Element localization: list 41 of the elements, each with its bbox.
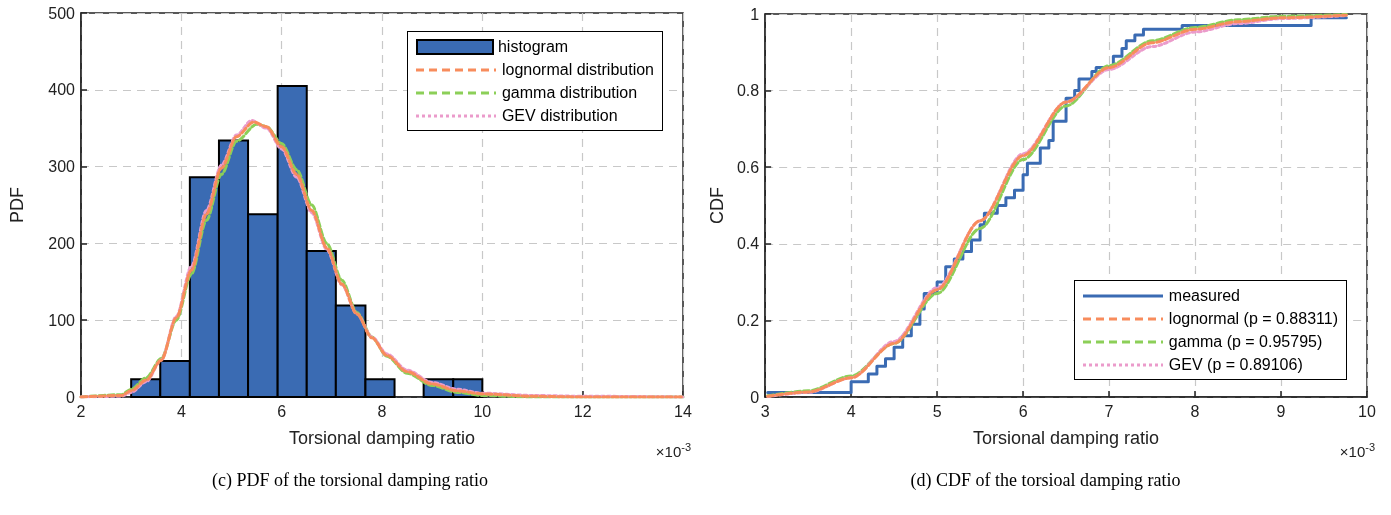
x-tick-label: 10 [1358,402,1376,420]
text: (d) CDF of the torsioal damping ratio [910,470,1181,491]
y-tick-label: 400 [48,81,76,99]
y-tick-label: 0.6 [736,158,760,176]
y-tick-label: 200 [48,234,76,252]
y-tick-label: 0.4 [736,235,760,253]
y-axis-title: CDF [707,187,727,224]
x-axis-title: Torsional damping ratio [973,428,1160,448]
y-tick-label: 100 [48,311,76,329]
x-tick-label: 10 [473,402,492,420]
x-tick-label: 6 [277,402,287,420]
y-tick-label: 0 [66,388,76,406]
x-tick-label: 12 [573,402,592,420]
y-tick-label: 300 [48,158,76,176]
x-tick-label: 9 [1276,402,1286,420]
x-axis-title: Torsional damping ratio [288,428,476,448]
legend-label: measured [1168,286,1241,305]
y-tick-label: 500 [48,4,76,22]
x-tick-label: 8 [377,402,387,420]
x-tick-label: 7 [1104,402,1114,420]
legend-label: gamma distribution [501,83,638,102]
legend-label: lognormal distribution [501,60,654,79]
y-tick-label: 0 [750,388,760,406]
y-tick-label: 0.8 [736,82,760,100]
x-tick-label: 14 [674,402,692,420]
y-tick-label: 1 [750,5,760,23]
x-tick-label: 4 [846,402,856,420]
x-tick-label: 5 [932,402,942,420]
legend-label: histogram [497,37,569,56]
legend-label: GEV distribution [501,106,618,125]
legend-label: lognormal (p = 0.88311) [1168,309,1338,328]
x-tick-label: 3 [760,402,770,420]
y-axis-title: PDF [7,187,27,223]
x-tick-label: 4 [176,402,186,420]
y-tick-label: 0.2 [736,311,760,329]
legend-label: gamma (p = 0.95795) [1168,332,1323,351]
legend-label: GEV (p = 0.89106) [1168,355,1303,374]
x-tick-label: 6 [1018,402,1028,420]
x-tick-label: 8 [1190,402,1200,420]
x-tick-label: 2 [76,402,86,420]
text: (c) PDF of the torsional damping ratio [212,470,488,491]
